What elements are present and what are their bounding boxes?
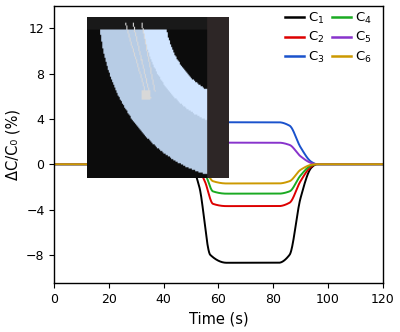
- C$_5$: [308, 161, 313, 165]
- Line: C$_1$: C$_1$: [54, 164, 382, 263]
- C$_6$: [308, 163, 313, 167]
- C$_6$: [224, 182, 229, 186]
- C$_4$: [224, 192, 229, 196]
- C$_3$: [224, 120, 229, 124]
- C$_2$: [314, 162, 319, 166]
- C$_4$: [86, 162, 90, 166]
- C$_3$: [52, 162, 57, 166]
- C$_1$: [185, 162, 190, 166]
- Line: C$_6$: C$_6$: [54, 164, 382, 184]
- C$_2$: [224, 204, 229, 208]
- C$_5$: [196, 160, 201, 164]
- C$_5$: [278, 141, 282, 145]
- C$_4$: [380, 162, 385, 166]
- Line: C$_4$: C$_4$: [54, 164, 382, 194]
- C$_1$: [196, 183, 201, 187]
- C$_4$: [196, 165, 201, 169]
- C$_3$: [196, 155, 201, 159]
- C$_3$: [185, 162, 190, 166]
- C$_2$: [278, 204, 282, 208]
- Line: C$_2$: C$_2$: [54, 164, 382, 206]
- C$_2$: [185, 162, 190, 166]
- C$_2$: [52, 162, 57, 166]
- C$_4$: [308, 164, 313, 168]
- C$_1$: [314, 162, 319, 166]
- C$_5$: [224, 141, 229, 145]
- C$_3$: [278, 120, 282, 124]
- C$_6$: [86, 162, 90, 166]
- C$_1$: [52, 162, 57, 166]
- Y-axis label: ΔC/C₀ (%): ΔC/C₀ (%): [6, 109, 20, 180]
- Legend: C$_1$, C$_2$, C$_3$, C$_4$, C$_5$, C$_6$: C$_1$, C$_2$, C$_3$, C$_4$, C$_5$, C$_6$: [281, 7, 376, 69]
- C$_6$: [52, 162, 57, 166]
- C$_3$: [314, 162, 319, 166]
- C$_1$: [308, 167, 313, 171]
- C$_2$: [308, 165, 313, 169]
- C$_5$: [380, 162, 385, 166]
- C$_6$: [314, 162, 319, 166]
- C$_5$: [314, 162, 319, 166]
- C$_5$: [52, 162, 57, 166]
- C$_3$: [308, 159, 313, 163]
- C$_2$: [196, 167, 201, 171]
- Line: C$_5$: C$_5$: [54, 143, 382, 164]
- C$_5$: [185, 162, 190, 166]
- X-axis label: Time (s): Time (s): [189, 311, 248, 326]
- C$_4$: [314, 162, 319, 166]
- C$_6$: [380, 162, 385, 166]
- C$_1$: [380, 162, 385, 166]
- C$_6$: [278, 181, 282, 185]
- C$_1$: [278, 261, 282, 265]
- Line: C$_3$: C$_3$: [54, 122, 382, 164]
- C$_6$: [185, 162, 190, 166]
- C$_4$: [52, 162, 57, 166]
- C$_2$: [86, 162, 90, 166]
- C$_5$: [86, 162, 90, 166]
- C$_4$: [278, 192, 282, 196]
- C$_3$: [86, 162, 90, 166]
- C$_3$: [380, 162, 385, 166]
- C$_1$: [224, 261, 229, 265]
- C$_1$: [86, 162, 90, 166]
- C$_4$: [185, 162, 190, 166]
- C$_2$: [380, 162, 385, 166]
- C$_6$: [196, 164, 201, 168]
